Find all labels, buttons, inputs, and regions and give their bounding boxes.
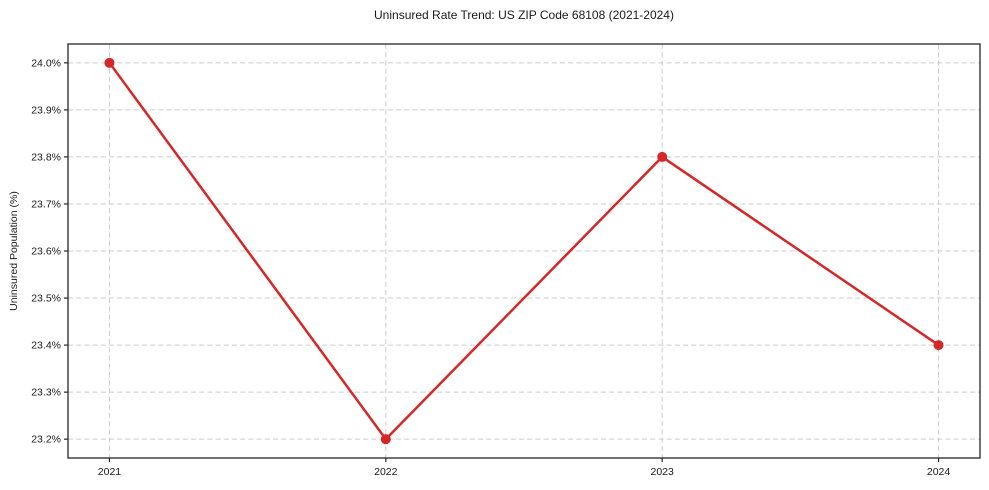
x-tick-label: 2024: [927, 466, 951, 478]
y-tick-label: 23.8%: [31, 151, 61, 163]
plot-border: [67, 43, 981, 459]
data-point-marker: [933, 340, 944, 351]
y-tick-label: 23.6%: [31, 246, 61, 258]
y-tick-label: 24.0%: [31, 57, 61, 69]
data-point-marker: [380, 434, 391, 445]
y-tick-label: 23.7%: [31, 198, 61, 210]
x-tick-label: 2021: [98, 466, 122, 478]
y-tick-label: 23.2%: [31, 434, 61, 446]
trend-line: [108, 61, 940, 441]
y-tick-label: 23.5%: [31, 293, 61, 305]
y-tick-label: 23.9%: [31, 104, 61, 116]
x-tick-label: 2023: [651, 466, 675, 478]
data-point-marker: [104, 57, 115, 68]
y-tick-label: 23.3%: [31, 387, 61, 399]
x-tick-label: 2022: [374, 466, 398, 478]
y-tick-label: 23.4%: [31, 340, 61, 352]
chart-title: Uninsured Rate Trend: US ZIP Code 68108 …: [374, 8, 674, 22]
data-point-marker: [657, 151, 668, 162]
